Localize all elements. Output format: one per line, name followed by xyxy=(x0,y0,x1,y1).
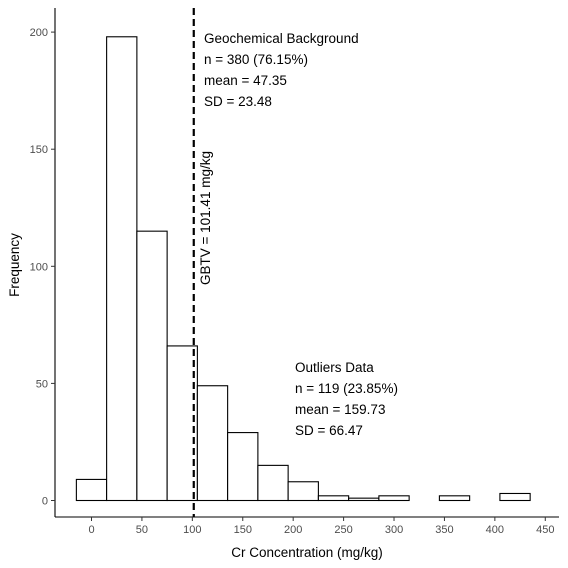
y-tick-label: 100 xyxy=(30,261,48,273)
histogram-bar xyxy=(257,464,289,502)
outliers-annotation-sd: SD = 66.47 xyxy=(295,423,363,438)
histogram-bar xyxy=(75,478,108,502)
histogram-bar xyxy=(106,36,138,502)
histogram-bar xyxy=(499,492,531,502)
x-tick-label: 50 xyxy=(136,524,148,536)
histogram-bar xyxy=(227,432,259,502)
x-tick-label: 350 xyxy=(435,524,453,536)
y-axis-title: Frequency xyxy=(7,233,22,297)
x-tick-label: 300 xyxy=(385,524,403,536)
background-annotation-n: n = 380 (76.15%) xyxy=(204,52,308,67)
histogram-bar xyxy=(196,385,229,502)
y-tick-label: 50 xyxy=(36,378,48,390)
x-tick-label: 200 xyxy=(284,524,302,536)
histogram-bar xyxy=(166,345,198,502)
x-tick-label: 0 xyxy=(88,524,94,536)
x-tick-label: 450 xyxy=(536,524,554,536)
histogram-bar xyxy=(378,495,410,502)
x-tick-label: 250 xyxy=(334,524,352,536)
outliers-annotation-n: n = 119 (23.85%) xyxy=(295,381,398,396)
histogram-bar xyxy=(317,495,350,502)
histogram-bar xyxy=(287,481,319,502)
outliers-annotation: Outliers Data n = 119 (23.85%) mean = 15… xyxy=(295,360,398,438)
x-tick-label: 400 xyxy=(486,524,504,536)
histogram-bar xyxy=(136,230,168,502)
histogram-bars xyxy=(75,36,531,502)
y-tick-label: 0 xyxy=(42,496,48,508)
outliers-annotation-title: Outliers Data xyxy=(295,360,374,375)
y-tick-label: 200 xyxy=(30,27,48,39)
x-tick-label: 150 xyxy=(234,524,252,536)
axes: 0 50 100 150 200 250 300 350 400 450 0 50 100 150 200 xyxy=(30,8,559,536)
threshold-label: GBTV = 101.41 mg/kg xyxy=(198,151,213,285)
x-tick-label: 100 xyxy=(183,524,201,536)
y-tick-label: 150 xyxy=(30,144,48,156)
background-annotation-title: Geochemical Background xyxy=(204,31,359,46)
outliers-annotation-mean: mean = 159.73 xyxy=(295,402,385,417)
background-annotation-mean: mean = 47.35 xyxy=(204,73,287,88)
histogram-bar xyxy=(348,497,380,502)
background-annotation-sd: SD = 23.48 xyxy=(204,94,272,109)
background-annotation: Geochemical Background n = 380 (76.15%) … xyxy=(204,31,359,109)
histogram-bar xyxy=(438,495,471,502)
x-axis-title: Cr Concentration (mg/kg) xyxy=(231,545,383,560)
